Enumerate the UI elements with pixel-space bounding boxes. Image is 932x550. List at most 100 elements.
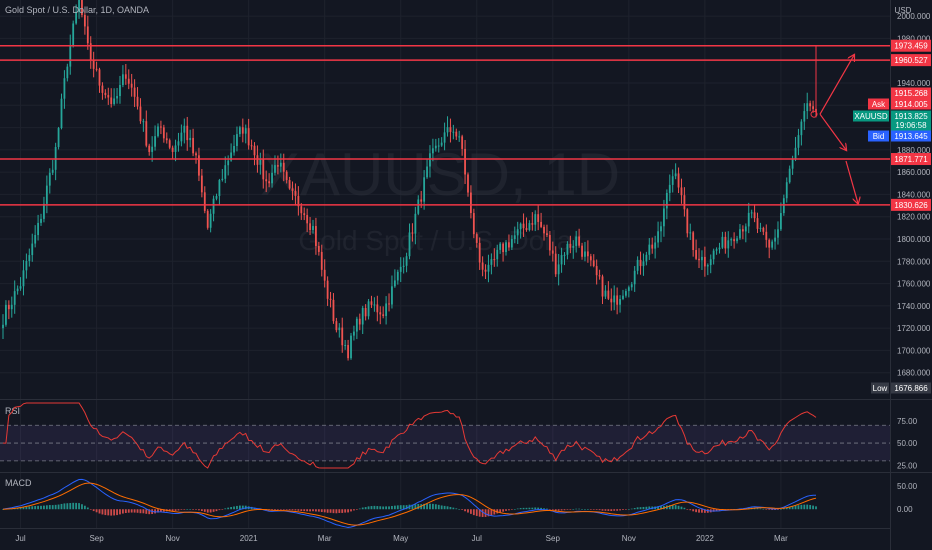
- candle-body[interactable]: [750, 212, 753, 214]
- candle-body[interactable]: [774, 237, 776, 242]
- candle-body[interactable]: [610, 298, 613, 303]
- candle-body[interactable]: [431, 148, 434, 154]
- candle-body[interactable]: [785, 182, 788, 199]
- candle-body[interactable]: [627, 287, 630, 292]
- candle-body[interactable]: [581, 245, 583, 257]
- candle-body[interactable]: [7, 304, 10, 310]
- candle-body[interactable]: [81, 0, 83, 15]
- candle-body[interactable]: [478, 242, 481, 263]
- candle-body[interactable]: [487, 264, 490, 272]
- candle-body[interactable]: [107, 95, 110, 98]
- candle-body[interactable]: [300, 206, 303, 214]
- time-axis[interactable]: Jul Sep Nov 2021 Mar May Jul Sep Nov 2022 Mar: [15, 534, 788, 543]
- candle-body[interactable]: [142, 121, 145, 123]
- candle-body[interactable]: [467, 174, 469, 193]
- candle-body[interactable]: [282, 162, 285, 172]
- candle-body[interactable]: [657, 231, 659, 243]
- candle-body[interactable]: [475, 234, 478, 243]
- candle-body[interactable]: [663, 208, 665, 227]
- candle-body[interactable]: [297, 195, 300, 207]
- candle-body[interactable]: [51, 169, 54, 173]
- candle-body[interactable]: [496, 249, 499, 260]
- candle-body[interactable]: [703, 256, 706, 267]
- candle-body[interactable]: [633, 270, 636, 285]
- candle-body[interactable]: [124, 74, 127, 79]
- candle-body[interactable]: [160, 126, 162, 128]
- candle-body[interactable]: [727, 240, 730, 249]
- candle-body[interactable]: [434, 145, 437, 149]
- candle-body[interactable]: [586, 251, 589, 257]
- candle-body[interactable]: [2, 324, 4, 329]
- candle-body[interactable]: [95, 68, 98, 70]
- candle-body[interactable]: [347, 345, 349, 359]
- candle-body[interactable]: [557, 264, 560, 275]
- candle-body[interactable]: [320, 251, 323, 270]
- candle-body[interactable]: [309, 223, 311, 231]
- candle-body[interactable]: [630, 284, 633, 288]
- candle-body[interactable]: [241, 127, 244, 134]
- candle-body[interactable]: [765, 231, 768, 240]
- candle-body[interactable]: [353, 331, 355, 336]
- candle-body[interactable]: [592, 260, 595, 267]
- candle-body[interactable]: [645, 254, 648, 262]
- candle-body[interactable]: [622, 295, 624, 300]
- candle-body[interactable]: [762, 227, 765, 232]
- candle-body[interactable]: [651, 244, 654, 249]
- candle-body[interactable]: [472, 213, 475, 235]
- candle-body[interactable]: [782, 198, 785, 214]
- candle-body[interactable]: [192, 137, 194, 154]
- candle-body[interactable]: [733, 239, 736, 242]
- candle-body[interactable]: [566, 243, 569, 255]
- candle-body[interactable]: [516, 229, 519, 236]
- candle-body[interactable]: [715, 249, 718, 251]
- candle-body[interactable]: [779, 213, 782, 230]
- candle-body[interactable]: [256, 155, 259, 165]
- candle-body[interactable]: [636, 259, 639, 271]
- candle-body[interactable]: [674, 173, 677, 177]
- candle-body[interactable]: [548, 234, 551, 251]
- candle-body[interactable]: [461, 136, 464, 149]
- candle-body[interactable]: [604, 290, 607, 297]
- candle-body[interactable]: [315, 226, 317, 246]
- candle-body[interactable]: [519, 223, 522, 230]
- candle-body[interactable]: [551, 250, 554, 254]
- candle-body[interactable]: [364, 307, 367, 317]
- candle-body[interactable]: [227, 160, 230, 166]
- candle-body[interactable]: [338, 327, 341, 331]
- candle-body[interactable]: [411, 232, 414, 234]
- projection-arrow-down[interactable]: [819, 113, 846, 150]
- candle-body[interactable]: [344, 345, 347, 347]
- candle-body[interactable]: [72, 23, 75, 46]
- candle-body[interactable]: [285, 171, 288, 180]
- candle-body[interactable]: [382, 314, 385, 316]
- candle-body[interactable]: [104, 92, 107, 96]
- candle-body[interactable]: [60, 98, 63, 129]
- candle-body[interactable]: [399, 266, 402, 272]
- candle-body[interactable]: [303, 213, 306, 216]
- candle-body[interactable]: [206, 210, 209, 228]
- candle-body[interactable]: [797, 135, 800, 148]
- candle-body[interactable]: [493, 259, 496, 261]
- candle-body[interactable]: [584, 251, 586, 257]
- candle-body[interactable]: [279, 162, 282, 167]
- candle-body[interactable]: [259, 158, 262, 165]
- candle-body[interactable]: [572, 245, 575, 248]
- candle-body[interactable]: [405, 256, 408, 266]
- candle-body[interactable]: [794, 147, 797, 159]
- candle-body[interactable]: [92, 59, 95, 69]
- candle-body[interactable]: [686, 209, 689, 234]
- candle-body[interactable]: [508, 242, 510, 248]
- candle-body[interactable]: [48, 172, 51, 186]
- candle-body[interactable]: [414, 213, 417, 234]
- support-resistance-levels[interactable]: [0, 44, 890, 206]
- candle-body[interactable]: [677, 173, 680, 188]
- candle-body[interactable]: [788, 168, 791, 183]
- projection-arrow-up[interactable]: [819, 55, 854, 115]
- candlestick-series[interactable]: [2, 0, 817, 361]
- candle-body[interactable]: [28, 255, 31, 262]
- candle-body[interactable]: [601, 276, 604, 297]
- candle-body[interactable]: [747, 212, 750, 227]
- candle-body[interactable]: [756, 218, 759, 229]
- candle-body[interactable]: [183, 125, 186, 133]
